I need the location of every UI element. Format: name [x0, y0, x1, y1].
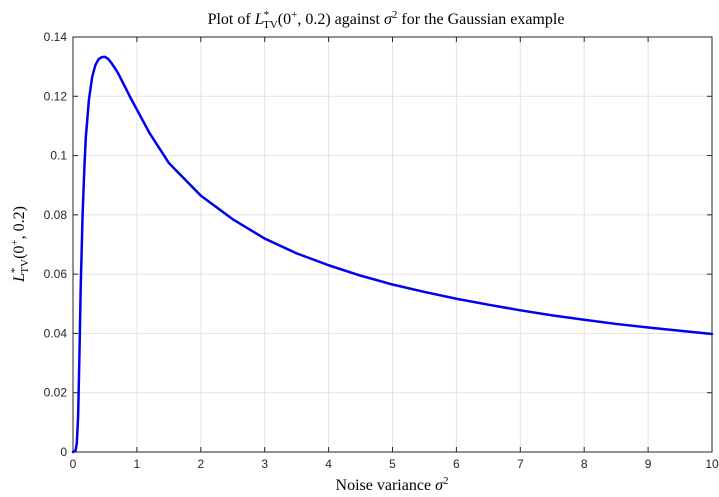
- x-axis-label: Noise variance σ2: [336, 475, 449, 494]
- x-tick-label: 10: [705, 457, 719, 471]
- y-tick-label: 0.04: [44, 326, 68, 340]
- y-tick-label: 0.12: [44, 89, 68, 103]
- x-tick-label: 7: [517, 457, 524, 471]
- y-axis: 0 0.02 0.04 0.06 0.08 0.1 0.12 0.14: [44, 30, 712, 459]
- chart-title: Plot of L* TV(0+, 0.2) against σ2 for the…: [208, 9, 565, 31]
- x-tick-label: 2: [197, 457, 204, 471]
- y-tick-label: 0: [60, 445, 67, 459]
- y-tick-label: 0.06: [44, 267, 68, 281]
- y-axis-label: L*TV(0+, 0.2): [9, 206, 31, 283]
- x-tick-label: 1: [134, 457, 141, 471]
- y-tick-label: 0.14: [44, 30, 68, 44]
- y-tick-label: 0.1: [50, 149, 67, 163]
- x-tick-label: 5: [389, 457, 396, 471]
- x-tick-label: 9: [645, 457, 652, 471]
- x-tick-label: 6: [453, 457, 460, 471]
- x-tick-label: 4: [325, 457, 332, 471]
- x-tick-label: 0: [70, 457, 77, 471]
- x-tick-label: 3: [261, 457, 268, 471]
- series-group: [71, 55, 714, 454]
- series-line-0: [71, 55, 714, 454]
- x-axis: 0 1 2 3 4 5 6 7 8 9 10: [70, 37, 719, 471]
- y-tick-label: 0.08: [44, 208, 68, 222]
- x-tick-label: 8: [581, 457, 588, 471]
- y-tick-label: 0.02: [44, 386, 68, 400]
